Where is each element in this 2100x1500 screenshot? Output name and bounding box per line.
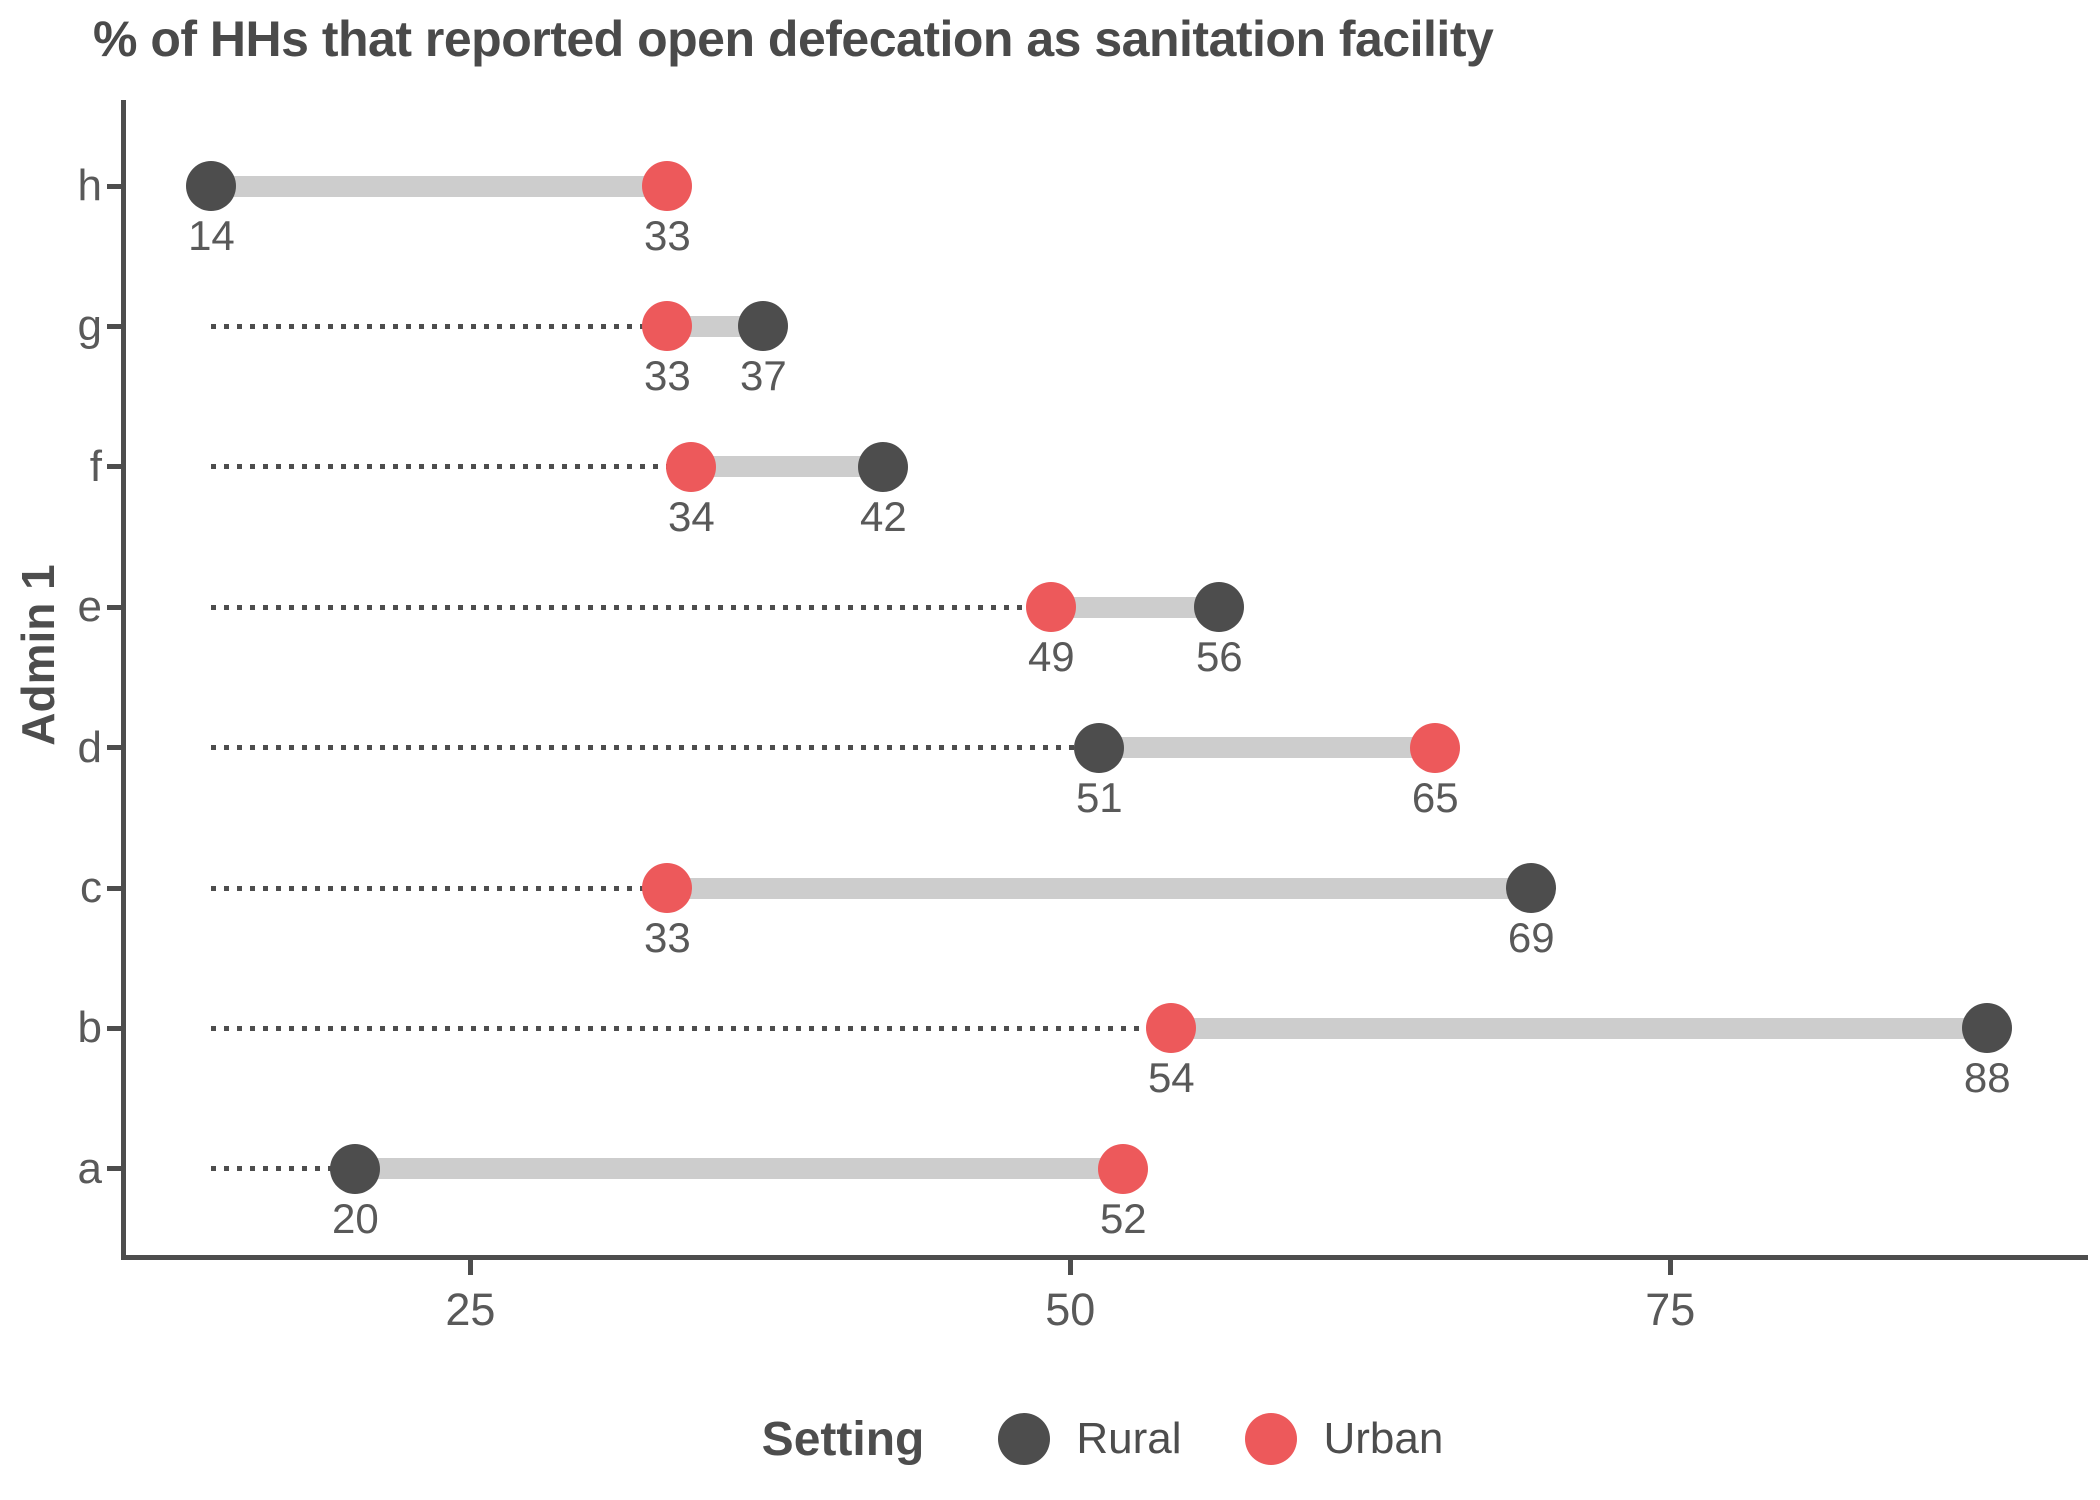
row-tick-mark: [107, 183, 121, 189]
legend-label-rural: Rural: [1076, 1414, 1182, 1463]
value-label-urban: 33: [644, 212, 691, 259]
value-label-urban: 33: [644, 352, 691, 400]
row-label-f: f: [89, 441, 102, 491]
connector-bar: [667, 877, 1532, 899]
value-label-urban: 49: [1027, 633, 1075, 681]
leader-line: [211, 323, 668, 329]
leader-line: [211, 604, 1052, 610]
legend-item-urban: Urban: [1245, 1413, 1443, 1465]
leader-line: [211, 1025, 1172, 1031]
value-label-urban: 52: [1099, 1194, 1147, 1242]
dot-rural: [186, 161, 237, 211]
legend-label-urban: Urban: [1323, 1414, 1444, 1463]
row-tick-mark: [107, 464, 121, 470]
legend-item-rural: Rural: [998, 1413, 1181, 1465]
value-label-rural: 51: [1075, 773, 1123, 821]
plot-panel: 14 33 37 33 42 34 56 49 51 65 69 33 88 54 20 52: [121, 100, 2088, 1260]
connector-bar: [355, 1158, 1124, 1180]
x-tick-mark: [467, 1260, 473, 1275]
value-label-rural: 20: [332, 1194, 379, 1242]
dot-urban: [1146, 1003, 1197, 1054]
x-tick-label: 50: [1045, 1284, 1096, 1335]
value-label-rural: 37: [740, 352, 787, 400]
chart-title: % of HHs that reported open defecation a…: [93, 11, 1494, 67]
row-label-e: e: [77, 582, 102, 632]
dot-rural: [738, 301, 789, 352]
value-label-rural: 69: [1507, 914, 1555, 961]
row-tick-mark: [107, 323, 121, 329]
dot-urban: [1410, 722, 1461, 773]
dot-urban: [1098, 1143, 1149, 1194]
leader-line: [211, 885, 668, 891]
x-axis: 25 50 75: [121, 1260, 2083, 1380]
row-tick-mark: [107, 1025, 121, 1031]
value-label-urban: 65: [1411, 773, 1459, 821]
row-tick-mark: [107, 604, 121, 610]
row-label-d: d: [77, 722, 102, 772]
connector-bar: [1171, 1017, 1988, 1039]
dot-urban: [1026, 582, 1077, 633]
leader-line: [211, 1166, 356, 1172]
connector-bar: [691, 456, 884, 478]
dot-rural: [330, 1143, 381, 1194]
row-tick-mark: [107, 1166, 121, 1172]
value-label-rural: 88: [1963, 1054, 2011, 1102]
dot-urban: [642, 863, 693, 913]
row-tick-mark: [107, 885, 121, 891]
legend-title: Setting: [761, 1412, 925, 1466]
value-label-rural: 14: [188, 212, 235, 259]
leader-line: [211, 464, 692, 470]
row-label-g: g: [77, 301, 102, 351]
x-tick-mark: [1067, 1260, 1073, 1275]
dot-rural: [1074, 722, 1125, 773]
row-tick-mark: [107, 745, 121, 751]
row-label-b: b: [77, 1003, 102, 1053]
dot-rural: [1962, 1003, 2013, 1054]
dot-rural: [1194, 582, 1245, 633]
x-tick-label: 25: [445, 1284, 496, 1335]
row-label-a: a: [77, 1143, 102, 1193]
legend: Setting Rural Urban: [0, 1405, 2100, 1473]
dot-rural: [858, 441, 909, 492]
dot-urban: [642, 301, 693, 352]
y-axis-labels: h g f e d c b a: [0, 100, 121, 1255]
urban-swatch-icon: [1245, 1413, 1298, 1465]
value-label-urban: 34: [668, 492, 715, 540]
x-tick-label: 75: [1645, 1284, 1696, 1335]
connector-bar: [1099, 737, 1436, 759]
value-label-rural: 42: [859, 492, 907, 540]
rural-swatch-icon: [998, 1413, 1051, 1465]
x-tick-mark: [1667, 1260, 1673, 1275]
connector-bar: [211, 175, 668, 197]
value-label-urban: 33: [644, 914, 691, 961]
connector-bar: [1051, 596, 1220, 618]
leader-line: [211, 745, 1100, 751]
row-label-h: h: [77, 161, 102, 210]
value-label-rural: 56: [1195, 633, 1243, 681]
value-label-urban: 54: [1147, 1054, 1195, 1102]
dot-urban: [642, 161, 693, 211]
dot-urban: [666, 441, 717, 492]
dot-rural: [1506, 863, 1557, 913]
row-label-c: c: [80, 863, 102, 912]
